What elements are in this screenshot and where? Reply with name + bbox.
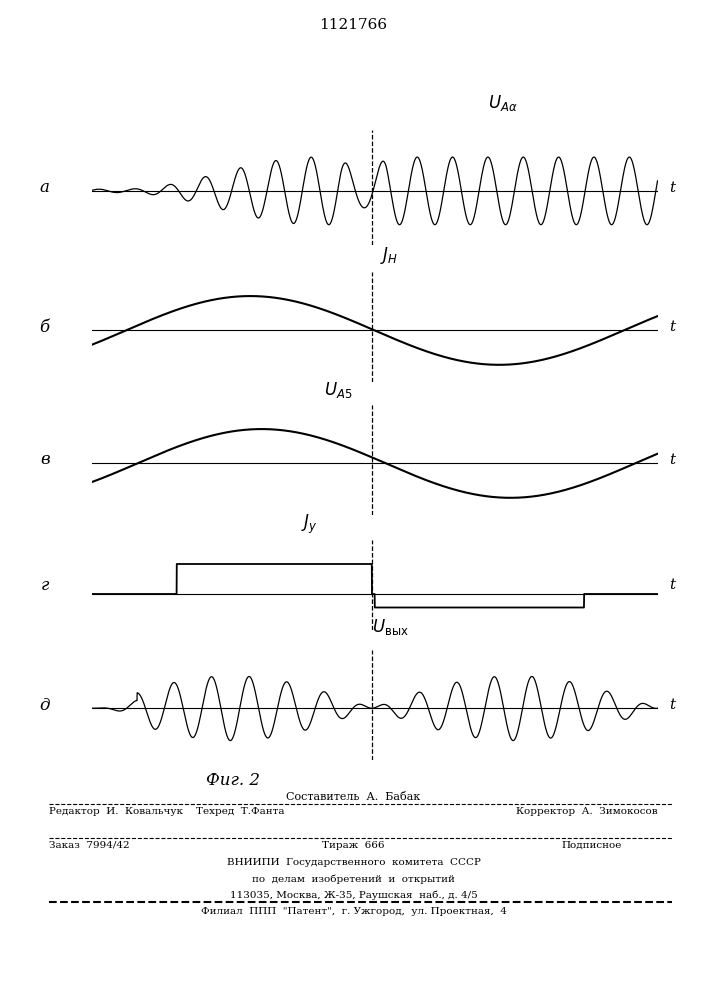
Text: Тираж  666: Тираж 666 — [322, 841, 385, 850]
Text: в: в — [40, 452, 49, 468]
Text: Заказ  7994/42: Заказ 7994/42 — [49, 841, 130, 850]
Text: Корректор  А.  Зимокосов: Корректор А. Зимокосов — [516, 807, 658, 816]
Text: Составитель  А.  Бабак: Составитель А. Бабак — [286, 792, 421, 802]
Text: а: а — [40, 179, 49, 196]
Text: Подписное: Подписное — [562, 841, 622, 850]
Text: по  делам  изобретений  и  открытий: по делам изобретений и открытий — [252, 874, 455, 884]
Text: t: t — [669, 578, 675, 592]
Text: 1121766: 1121766 — [320, 18, 387, 32]
Text: Филиал  ППП  "Патент",  г. Ужгород,  ул. Проектная,  4: Филиал ППП "Патент", г. Ужгород, ул. Про… — [201, 907, 506, 916]
Text: t: t — [669, 180, 675, 194]
Text: t: t — [669, 453, 675, 467]
Text: Редактор  И.  Ковальчук    Техред  Т.Фанта: Редактор И. Ковальчук Техред Т.Фанта — [49, 807, 285, 816]
Text: $U_{A5}$: $U_{A5}$ — [324, 379, 352, 399]
Text: $J_H$: $J_H$ — [380, 245, 399, 266]
Text: г: г — [41, 576, 49, 593]
Text: t: t — [669, 698, 675, 712]
Text: 113035, Москва, Ж-35, Раушская  наб., д. 4/5: 113035, Москва, Ж-35, Раушская наб., д. … — [230, 890, 477, 900]
Text: t: t — [669, 320, 675, 334]
Text: д: д — [39, 696, 49, 714]
Text: Фиг. 2: Фиг. 2 — [206, 772, 260, 789]
Text: $J_y$: $J_y$ — [301, 512, 318, 536]
Text: $U_{\rm вых}$: $U_{\rm вых}$ — [372, 617, 409, 637]
Text: $U_{A\alpha}$: $U_{A\alpha}$ — [488, 93, 518, 113]
Text: б: б — [40, 318, 49, 336]
Text: ВНИИПИ  Государственного  комитета  СССР: ВНИИПИ Государственного комитета СССР — [226, 858, 481, 867]
